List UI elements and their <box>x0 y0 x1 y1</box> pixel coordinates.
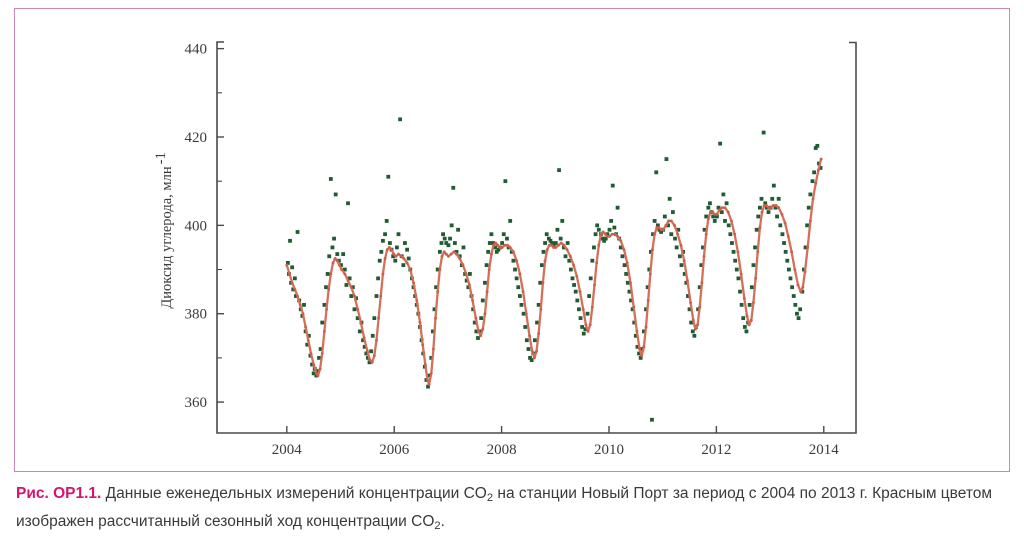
svg-text:Диоксид углерода, млн: Диоксид углерода, млн <box>159 166 175 308</box>
svg-text:-1: -1 <box>153 152 169 164</box>
figure-caption: Рис. ОР1.1. Данные еженедельных измерени… <box>16 482 1016 538</box>
figure-frame: 360 380 400 420 440 2004 2006 2008 2010 2012 2014 Д… <box>14 8 1010 472</box>
x-axis-tick-label: 2004 <box>272 442 303 458</box>
y-axis-tick-label: 400 <box>185 218 208 234</box>
caption-text-part1: Данные еженедельных измерений концентрац… <box>105 485 487 502</box>
x-axis-tick-label: 2008 <box>487 442 517 458</box>
y-axis-tick-label: 380 <box>185 307 208 323</box>
caption-text-part2: на станции Новый Порт за период с 2004 п… <box>16 485 993 531</box>
y-axis-tick-label: 440 <box>185 42 208 58</box>
axis-frame <box>216 41 857 434</box>
x-axis-tick-label: 2012 <box>701 442 731 458</box>
y-axis-tick-label: 360 <box>185 395 208 411</box>
trend-markers <box>285 157 823 386</box>
co2-scatter-chart: 360 380 400 420 440 2004 2006 2008 2010 2012 2014 Д… <box>153 41 857 458</box>
x-axis-tick-label: 2010 <box>594 442 624 458</box>
caption-subscript-1: 2 <box>486 492 494 505</box>
chart-plot-area: 360 380 400 420 440 2004 2006 2008 2010 2012 2014 Д… <box>15 9 1009 471</box>
caption-label: Рис. ОР1.1. <box>16 485 102 502</box>
x-axis-tick-label: 2014 <box>809 442 840 458</box>
scatter-series <box>285 117 823 422</box>
y-axis-title: Диоксид углерода, млн -1 <box>153 152 175 309</box>
caption-text-part3: . <box>440 513 445 531</box>
caption-subscript-2: 2 <box>434 520 441 533</box>
y-axis-tick-label: 420 <box>185 130 208 146</box>
x-axis-tick-label: 2006 <box>379 442 410 458</box>
